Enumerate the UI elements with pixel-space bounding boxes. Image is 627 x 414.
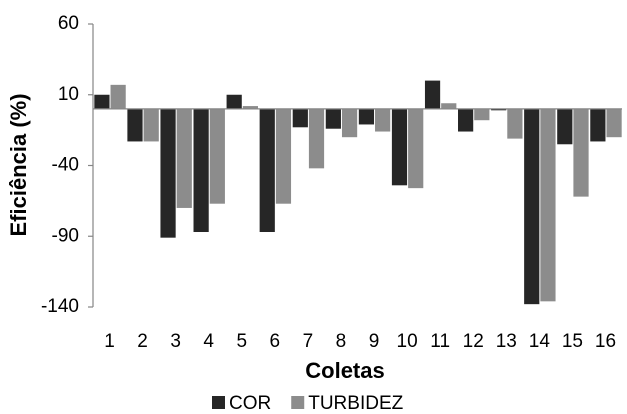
- x-tick-label: 4: [203, 331, 214, 352]
- bar: [491, 108, 507, 111]
- x-tick-label: 8: [336, 331, 347, 352]
- bar: [458, 108, 474, 132]
- bar: [441, 103, 457, 109]
- bar: [143, 108, 159, 142]
- bar: [160, 108, 176, 238]
- x-tick-label: 13: [496, 331, 517, 352]
- bar: [308, 108, 325, 169]
- x-tick-label: 10: [397, 331, 418, 352]
- y-tick-label: 10: [58, 84, 79, 105]
- bar: [590, 108, 606, 142]
- bar: [557, 108, 573, 145]
- x-tick-label: 16: [595, 331, 616, 352]
- x-tick-label: 7: [303, 331, 314, 352]
- bar: [474, 108, 490, 121]
- y-tick-label: -90: [52, 225, 79, 246]
- bar: [524, 108, 540, 305]
- bar: [606, 108, 622, 138]
- x-tick-label: 6: [270, 331, 281, 352]
- bar: [275, 108, 292, 204]
- x-axis-label: Coletas: [305, 358, 384, 383]
- bar: [292, 108, 308, 128]
- bar: [507, 108, 523, 139]
- legend-swatch: [212, 396, 225, 409]
- x-tick-label: 5: [236, 331, 247, 352]
- y-tick-label: -40: [52, 155, 79, 176]
- bar: [176, 108, 192, 208]
- bar: [110, 84, 126, 109]
- bar: [127, 108, 143, 142]
- bar: [242, 106, 258, 109]
- bar: [424, 80, 441, 109]
- bar: [408, 108, 424, 189]
- legend-label: COR: [229, 393, 271, 414]
- x-tick-label: 12: [463, 331, 484, 352]
- bar: [358, 108, 375, 125]
- x-tick-label: 1: [104, 331, 115, 352]
- y-axis-label: Eficiência (%): [6, 93, 31, 236]
- bar: [193, 108, 209, 233]
- x-tick-label: 14: [529, 331, 551, 352]
- bar: [341, 108, 358, 138]
- legend-swatch: [291, 396, 305, 409]
- bar: [375, 108, 391, 132]
- legend-label: TURBIDEZ: [308, 393, 403, 414]
- bar: [391, 108, 408, 186]
- bar: [209, 108, 225, 204]
- x-tick-label: 9: [369, 331, 380, 352]
- x-tick-label: 3: [170, 331, 181, 352]
- bar: [325, 108, 341, 129]
- bar: [226, 94, 242, 109]
- bar: [573, 108, 589, 197]
- y-tick-label: 60: [58, 13, 79, 34]
- bar: [540, 108, 556, 302]
- bar: [259, 108, 275, 233]
- x-tick-label: 2: [137, 331, 148, 352]
- x-tick-label: 11: [430, 331, 450, 352]
- bar: [94, 94, 110, 109]
- x-tick-label: 15: [562, 331, 583, 352]
- y-tick-label: -140: [41, 296, 79, 317]
